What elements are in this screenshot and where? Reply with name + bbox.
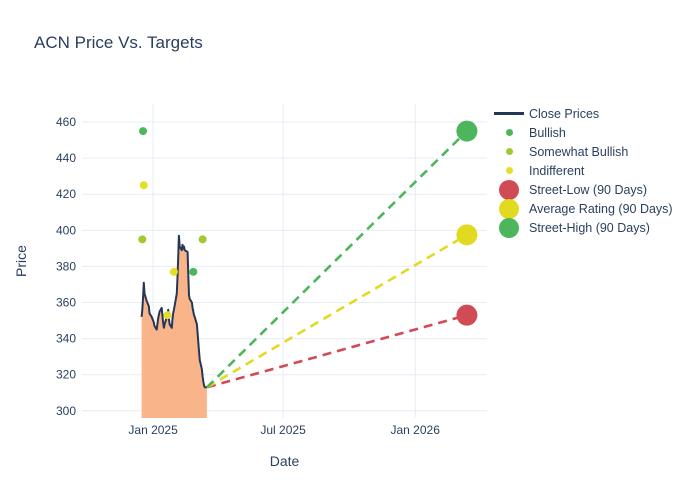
y-tick-label: 440 [56, 151, 76, 165]
scatter-dot-indifferent [139, 181, 148, 190]
legend-item-indifferent[interactable]: Indifferent [492, 161, 673, 180]
target-dot-average-rating-90-days [456, 224, 478, 246]
y-tick-label: 400 [56, 223, 76, 237]
legend-item-street-high[interactable]: Street-High (90 Days) [492, 217, 673, 238]
legend-label-indifferent: Indifferent [529, 163, 585, 178]
close-prices-line-icon [492, 112, 526, 115]
scatter-dot-indifferent [163, 311, 172, 320]
street-low-dot-icon [492, 179, 526, 200]
indifferent-dot-icon [492, 167, 526, 174]
target-line-street-high-90-days [206, 130, 468, 389]
legend-item-bullish[interactable]: Bullish [492, 123, 673, 142]
scatter-dot-bullish [189, 267, 198, 276]
target-dot-street-high-90-days [456, 120, 478, 142]
y-tick-label: 320 [56, 368, 76, 382]
y-tick-label: 300 [56, 404, 76, 418]
legend-label-somewhat-bullish: Somewhat Bullish [529, 144, 629, 159]
y-tick-label: 360 [56, 296, 76, 310]
legend-label-average-rating: Average Rating (90 Days) [529, 201, 673, 216]
close-prices-area [141, 235, 207, 418]
y-tick-label: 380 [56, 259, 76, 273]
legend-label-street-low: Street-Low (90 Days) [529, 182, 648, 197]
target-line-street-low-90-days [206, 313, 468, 389]
y-tick-label: 460 [56, 115, 76, 129]
y-axis-title: Price [13, 245, 29, 277]
x-axis-title: Date [270, 453, 300, 469]
x-tick-label: Jul 2025 [260, 423, 306, 437]
scatter-dot-indifferent [169, 267, 178, 276]
legend-item-somewhat-bullish[interactable]: Somewhat Bullish [492, 142, 673, 161]
close-prices-line [140, 234, 207, 389]
bullish-dot-icon [492, 129, 526, 136]
target-line-average-rating-90-days [206, 233, 468, 389]
target-dot-street-low-90-days [456, 304, 478, 326]
legend-item-average-rating[interactable]: Average Rating (90 Days) [492, 198, 673, 219]
scatter-dot-somewhat-bullish [138, 235, 147, 244]
street-high-dot-icon [492, 217, 526, 238]
x-tick-label: Jan 2025 [128, 423, 178, 437]
legend-label-bullish: Bullish [529, 125, 566, 140]
scatter-dot-bullish [139, 127, 148, 136]
legend: Close Prices Bullish Somewhat Bullish In… [492, 104, 673, 238]
y-tick-label: 340 [56, 332, 76, 346]
average-rating-dot-icon [492, 198, 526, 219]
legend-label-street-high: Street-High (90 Days) [529, 220, 650, 235]
scatter-dot-somewhat-bullish [198, 235, 207, 244]
legend-label-close-prices: Close Prices [529, 106, 600, 121]
chart-title: ACN Price Vs. Targets [34, 33, 203, 52]
x-tick-label: Jan 2026 [390, 423, 440, 437]
legend-item-street-low[interactable]: Street-Low (90 Days) [492, 179, 673, 200]
somewhat-bullish-dot-icon [492, 148, 526, 155]
legend-item-close-prices[interactable]: Close Prices [492, 104, 673, 123]
y-tick-label: 420 [56, 187, 76, 201]
